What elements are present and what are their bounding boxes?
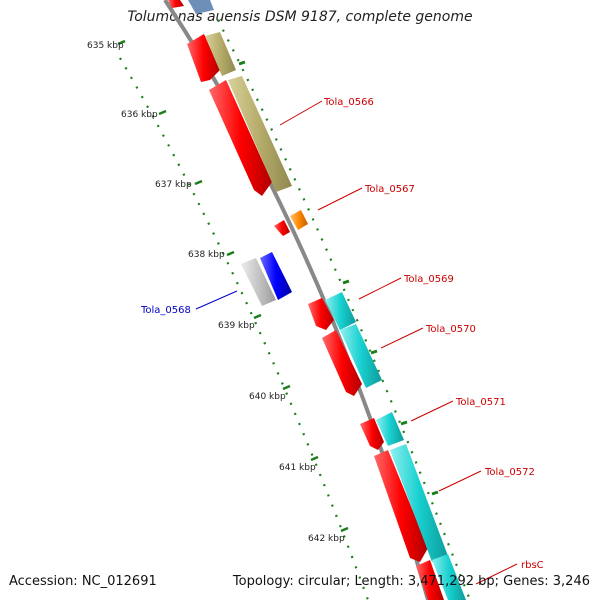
feature-cyan-2 — [340, 324, 382, 388]
cds-rbsc-partial — [416, 560, 444, 600]
gene-label-tola-0567[interactable]: Tola_0567 — [364, 184, 415, 195]
outer-track-ticks — [238, 60, 439, 496]
scale-label-641: 641 kbp — [279, 463, 316, 473]
cds-tola-0572 — [374, 450, 428, 562]
cds-top-red-partial — [168, 0, 184, 8]
cds-tola-0567 — [290, 210, 308, 230]
gene-label-tola-0571[interactable]: Tola_0571 — [455, 397, 506, 408]
accession-text: Accession: NC_012691 — [9, 574, 157, 589]
gene-label-tola-0572[interactable]: Tola_0572 — [484, 467, 535, 478]
outer-dotted-track — [217, 19, 472, 600]
scale-label-636: 636 kbp — [121, 110, 158, 120]
scale-label-640: 640 kbp — [249, 392, 286, 402]
feature-olive-2 — [228, 76, 292, 192]
feature-cyan-4 — [390, 444, 448, 562]
feature-gray-0568 — [241, 258, 276, 306]
cds-tola-0566 — [209, 80, 272, 196]
cds-tola-0565 — [187, 34, 220, 82]
feature-olive-1 — [205, 32, 236, 76]
scale-ticks — [117, 39, 349, 533]
cds-tola-0567-red — [274, 220, 290, 236]
scale-label-642: 642 kbp — [308, 534, 345, 544]
scale-label-638: 638 kbp — [188, 250, 225, 260]
gene-label-tola-0566[interactable]: Tola_0566 — [323, 97, 374, 108]
genome-summary-text: Topology: circular; Length: 3,471,292 bp… — [232, 574, 590, 589]
scale-label-635: 635 kbp — [87, 41, 124, 51]
scale-label-637: 637 kbp — [155, 180, 192, 190]
cds-tola-0571 — [360, 418, 384, 450]
cds-tola-0570 — [322, 330, 362, 396]
label-leaders — [195, 100, 518, 585]
gene-label-tola-0570[interactable]: Tola_0570 — [425, 324, 476, 335]
gene-label-rbsc[interactable]: rbsC — [521, 560, 544, 571]
feature-cyan-3 — [376, 412, 404, 446]
scale-label-639: 639 kbp — [218, 321, 255, 331]
map-title: Tolumonas auensis DSM 9187, complete gen… — [127, 9, 473, 25]
feature-cyan-5 — [432, 554, 466, 600]
cds-tola-0568 — [260, 252, 292, 300]
feature-cyan-1 — [325, 292, 356, 330]
cds-tola-0569 — [308, 298, 334, 330]
genome-backbone — [163, 0, 430, 600]
cds-top-blue-partial — [188, 0, 214, 14]
gene-label-tola-0568[interactable]: Tola_0568 — [140, 305, 191, 316]
gene-label-tola-0569[interactable]: Tola_0569 — [403, 274, 454, 285]
